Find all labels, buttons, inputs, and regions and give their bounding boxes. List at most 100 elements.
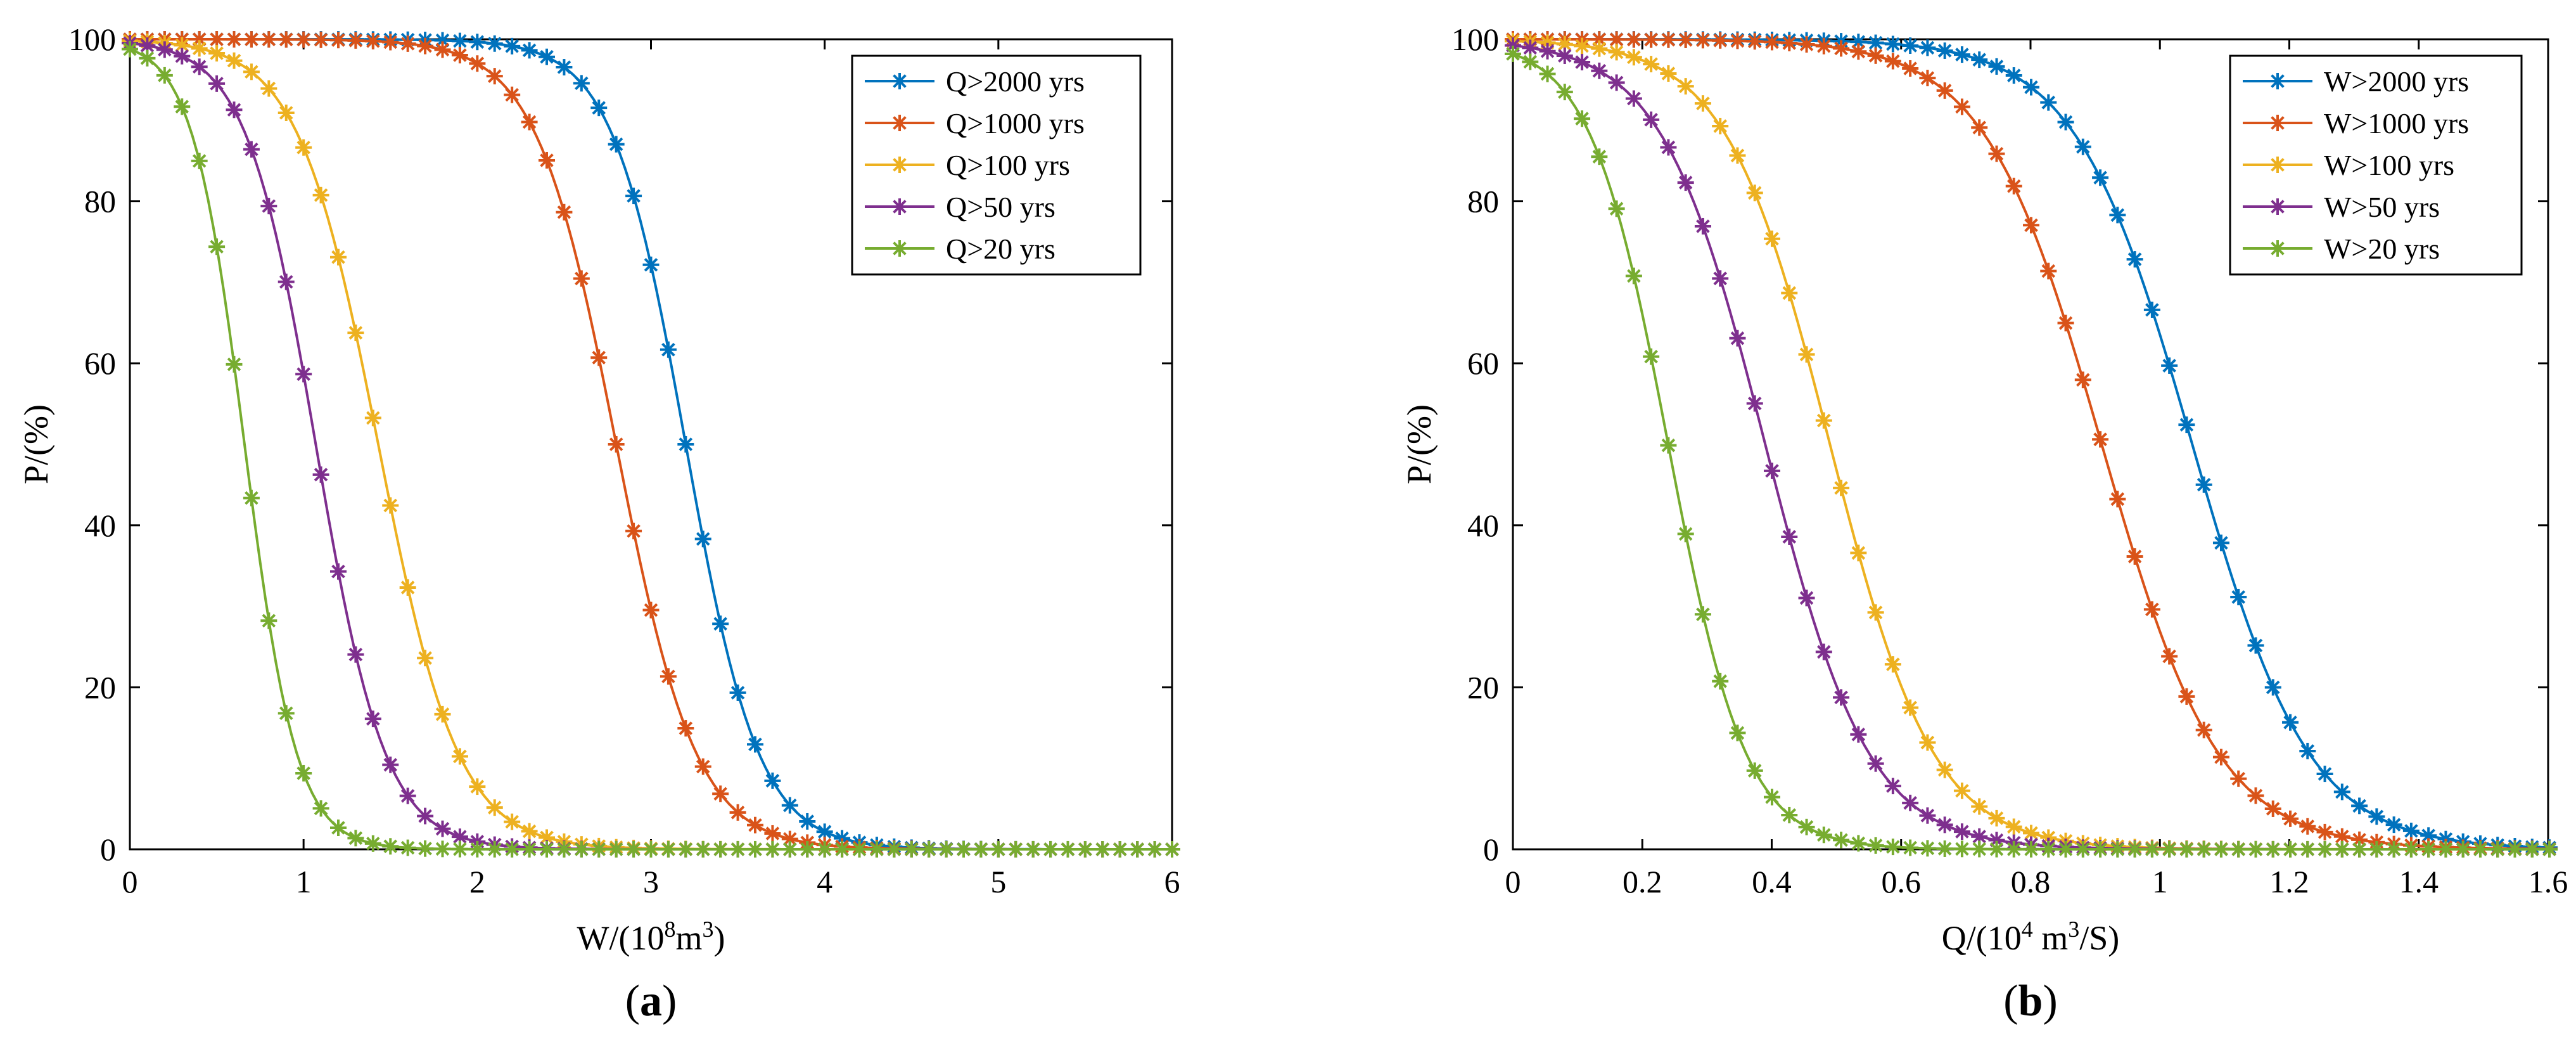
data-point — [2126, 548, 2143, 565]
data-point — [2109, 207, 2126, 224]
data-point — [1574, 37, 1591, 55]
data-point — [208, 238, 226, 255]
data-point — [1850, 835, 1867, 852]
data-point — [434, 705, 451, 723]
data-point — [1712, 32, 1729, 49]
data-point — [1884, 656, 1901, 673]
data-point — [781, 830, 798, 847]
data-point — [295, 764, 312, 781]
data-point — [1902, 37, 1919, 54]
data-point — [694, 531, 711, 548]
data-point — [1660, 31, 1677, 48]
data-point — [295, 139, 312, 156]
data-point — [677, 436, 694, 453]
data-point — [2074, 840, 2091, 858]
data-point — [1677, 32, 1694, 49]
data-point — [277, 31, 295, 48]
data-point — [1625, 31, 1642, 48]
y-tick-label: 40 — [84, 508, 116, 543]
data-point — [382, 34, 399, 51]
data-point — [330, 248, 347, 266]
data-point — [642, 256, 660, 273]
data-point — [1643, 56, 1660, 73]
data-point — [1953, 840, 1970, 858]
data-point — [1625, 90, 1642, 107]
data-point — [364, 32, 381, 49]
data-point — [1936, 42, 1953, 59]
data-point — [469, 840, 486, 858]
data-point — [938, 841, 955, 858]
data-point — [764, 841, 781, 858]
data-point — [608, 136, 625, 153]
data-point — [1694, 32, 1711, 49]
data-point — [1798, 589, 1815, 607]
data-point — [1833, 40, 1850, 57]
data-point — [1988, 145, 2005, 162]
data-point — [1608, 44, 1625, 61]
data-point — [451, 32, 468, 49]
y-tick-label: 20 — [84, 669, 116, 705]
data-point — [330, 32, 347, 49]
data-point — [1505, 45, 1521, 62]
data-point — [590, 349, 608, 366]
data-point — [1953, 98, 1970, 115]
data-point — [1936, 840, 1953, 857]
data-point — [295, 366, 312, 383]
y-tick-label: 80 — [1467, 184, 1499, 219]
legend-label: Q>2000 yrs — [946, 65, 1085, 98]
legend-marker — [2269, 198, 2286, 215]
y-tick-label: 0 — [100, 832, 116, 867]
data-point — [1971, 51, 1988, 68]
data-point — [2005, 840, 2022, 858]
data-point — [2005, 177, 2022, 195]
data-point — [1919, 840, 1936, 857]
data-point — [1024, 841, 1042, 858]
data-point — [2092, 169, 2109, 186]
data-point — [1833, 689, 1850, 706]
legend-entry: W>2000 yrs — [2243, 65, 2469, 98]
data-point — [1729, 147, 1746, 164]
data-point — [1798, 35, 1815, 53]
panel-label: (b) — [2003, 977, 2058, 1026]
data-point — [1815, 827, 1832, 844]
data-point — [347, 646, 364, 663]
data-point — [1643, 348, 1660, 365]
data-point — [660, 668, 677, 685]
data-point — [504, 37, 521, 55]
data-point — [1574, 110, 1591, 127]
data-point — [243, 63, 260, 80]
data-point — [747, 841, 763, 858]
data-point — [2005, 818, 2022, 835]
legend-entry: W>1000 yrs — [2243, 107, 2469, 139]
data-point — [2368, 808, 2385, 825]
data-point — [729, 684, 746, 701]
data-point — [156, 41, 173, 58]
data-point — [2230, 588, 2247, 605]
data-point — [1660, 65, 1677, 82]
x-tick-label: 1 — [2152, 864, 2168, 899]
data-point — [451, 47, 468, 64]
x-tick-label: 0 — [122, 864, 138, 899]
data-point — [1971, 798, 1988, 815]
data-point — [2333, 783, 2350, 801]
legend-label: W>1000 yrs — [2324, 107, 2469, 139]
data-point — [1522, 39, 1539, 56]
data-point — [1608, 200, 1625, 217]
data-point — [174, 98, 191, 115]
data-point — [590, 100, 608, 117]
data-point — [2212, 749, 2229, 766]
data-point — [1815, 37, 1832, 55]
data-point — [2178, 840, 2195, 858]
data-point — [1953, 46, 1970, 63]
data-point — [2299, 742, 2316, 759]
data-point — [1867, 837, 1884, 854]
data-point — [260, 612, 277, 629]
data-point — [382, 497, 399, 514]
data-point — [1902, 60, 1919, 77]
x-tick-label: 4 — [817, 864, 832, 899]
x-tick-label: 6 — [1164, 864, 1180, 899]
data-point — [1919, 70, 1936, 87]
data-point — [2282, 714, 2299, 731]
legend: W>2000 yrs W>1000 yrs W>100 yrs W>50 yrs W>2… — [2229, 55, 2523, 276]
data-point — [1094, 841, 1111, 858]
